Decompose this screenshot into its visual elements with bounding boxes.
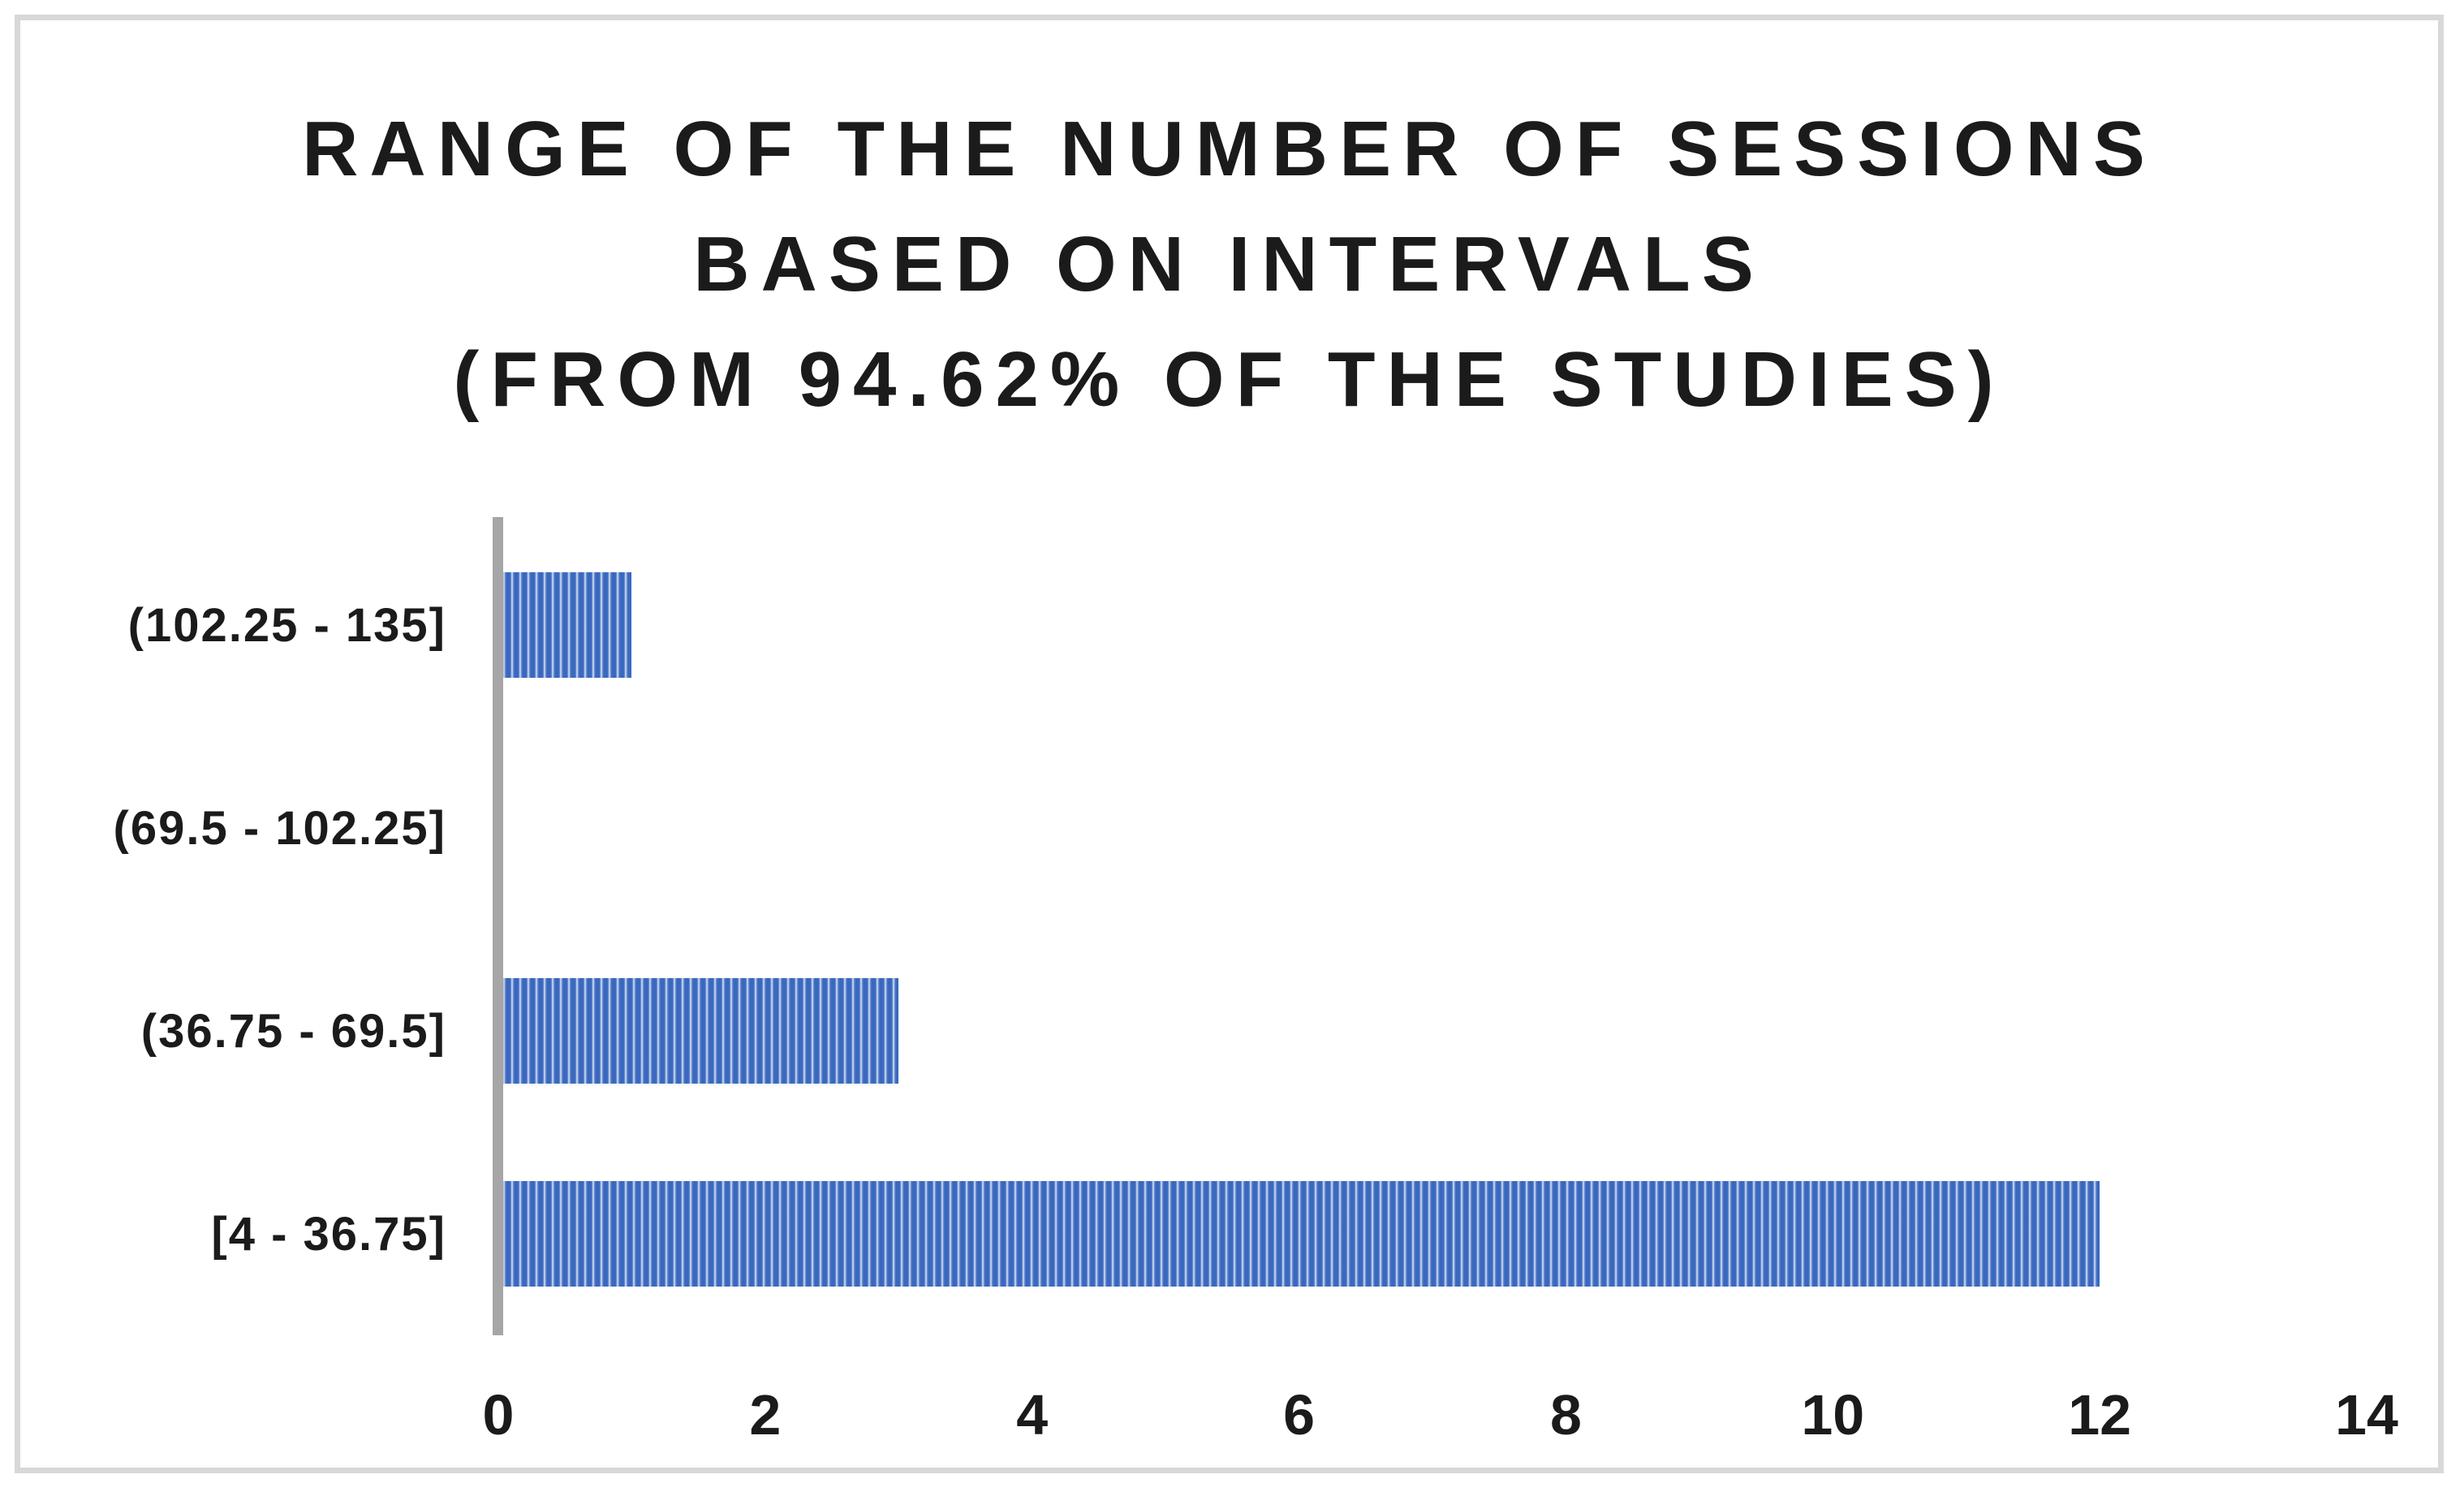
bar-row [498,929,2367,1132]
bar [498,1181,2100,1287]
bar-row [498,1132,2367,1335]
bar [498,978,899,1084]
x-axis-tick-label: 4 [1016,1383,1049,1446]
category-label: (36.75 - 69.5] [140,1004,446,1058]
value-axis-tick-labels: 0 2 4 6 8 10 12 14 [483,1382,2398,1455]
x-axis-tick-label: 12 [2068,1383,2132,1446]
x-axis-tick-label: 0 [482,1383,515,1446]
figure-border-frame: RANGE OF THE NUMBER OF SESSIONS BASED ON… [15,15,2444,1473]
chart-title-line-1: RANGE OF THE NUMBER OF SESSIONS [302,106,2156,192]
chart-title-line-2: BASED ON INTERVALS [693,221,1765,308]
bar-row [498,524,2367,726]
plot-area [498,524,2367,1335]
bar-row [498,726,2367,929]
x-axis-tick-label: 14 [2335,1383,2398,1446]
x-axis-tick-label: 8 [1549,1383,1582,1446]
category-label: [4 - 36.75] [211,1207,446,1261]
category-label: (102.25 - 135] [127,598,446,652]
chart-title-line-3: (FROM 94.62% OF THE STUDIES) [453,336,2005,423]
x-axis-tick-label: 6 [1283,1383,1316,1446]
x-axis-tick-label: 10 [1801,1383,1865,1446]
vertical-category-axis-line [493,517,503,1335]
bar [498,572,632,678]
category-axis-labels: (102.25 - 135] (69.5 - 102.25] (36.75 - 69… [45,524,446,1335]
category-label: (69.5 - 102.25] [113,801,446,855]
x-axis-tick-label: 2 [749,1383,782,1446]
chart-title: RANGE OF THE NUMBER OF SESSIONS BASED ON… [45,92,2414,438]
